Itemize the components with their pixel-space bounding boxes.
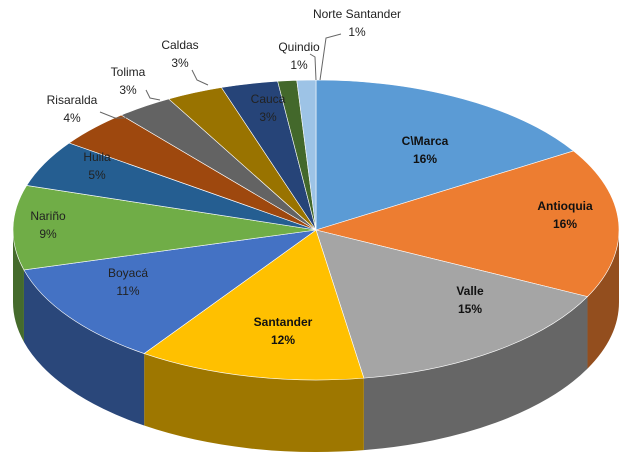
slice-side <box>363 296 588 451</box>
slice-label: Santander <box>254 315 313 329</box>
slice <box>12 185 317 271</box>
slice <box>23 229 317 354</box>
leader-line <box>99 111 126 119</box>
slice-value-label: 9% <box>39 227 57 241</box>
leader-line <box>145 89 161 101</box>
slice-side <box>144 353 364 453</box>
slice-label: Valle <box>456 284 484 298</box>
slice-label: Nariño <box>30 209 66 223</box>
slice-value-label: 16% <box>413 152 437 166</box>
slice <box>143 229 365 381</box>
slice-side <box>13 230 24 342</box>
leader-line <box>191 69 209 86</box>
slice-value-label: 5% <box>88 168 106 182</box>
slice-label: Huila <box>83 150 111 164</box>
leader-line <box>309 53 317 81</box>
slice-value-label: 1% <box>290 58 308 72</box>
slice <box>315 79 575 231</box>
slice-label: Cauca <box>251 92 286 106</box>
slice-label: Caldas <box>161 38 198 52</box>
slice-value-label: 1% <box>348 25 366 39</box>
slice-label: Boyacá <box>108 266 148 280</box>
slice-value-label: 15% <box>458 302 482 316</box>
slice <box>315 229 589 379</box>
slice-value-label: 12% <box>271 333 295 347</box>
slice-value-label: 4% <box>63 111 81 125</box>
slice-label: Antioquia <box>537 199 593 213</box>
slice-label: C\Marca <box>402 134 449 148</box>
slice-label: Risaralda <box>47 93 98 107</box>
slice-value-label: 16% <box>553 217 577 231</box>
slice-label: Norte Santander <box>313 7 401 21</box>
leader-line <box>319 33 342 81</box>
slice-value-label: 11% <box>116 284 139 298</box>
slice-side <box>23 269 145 426</box>
slice-value-label: 3% <box>119 83 137 97</box>
slice-value-label: 3% <box>259 110 277 124</box>
slice-label: Tolima <box>111 65 146 79</box>
slice-value-label: 3% <box>171 56 189 70</box>
slice-label: Quindio <box>278 40 320 54</box>
